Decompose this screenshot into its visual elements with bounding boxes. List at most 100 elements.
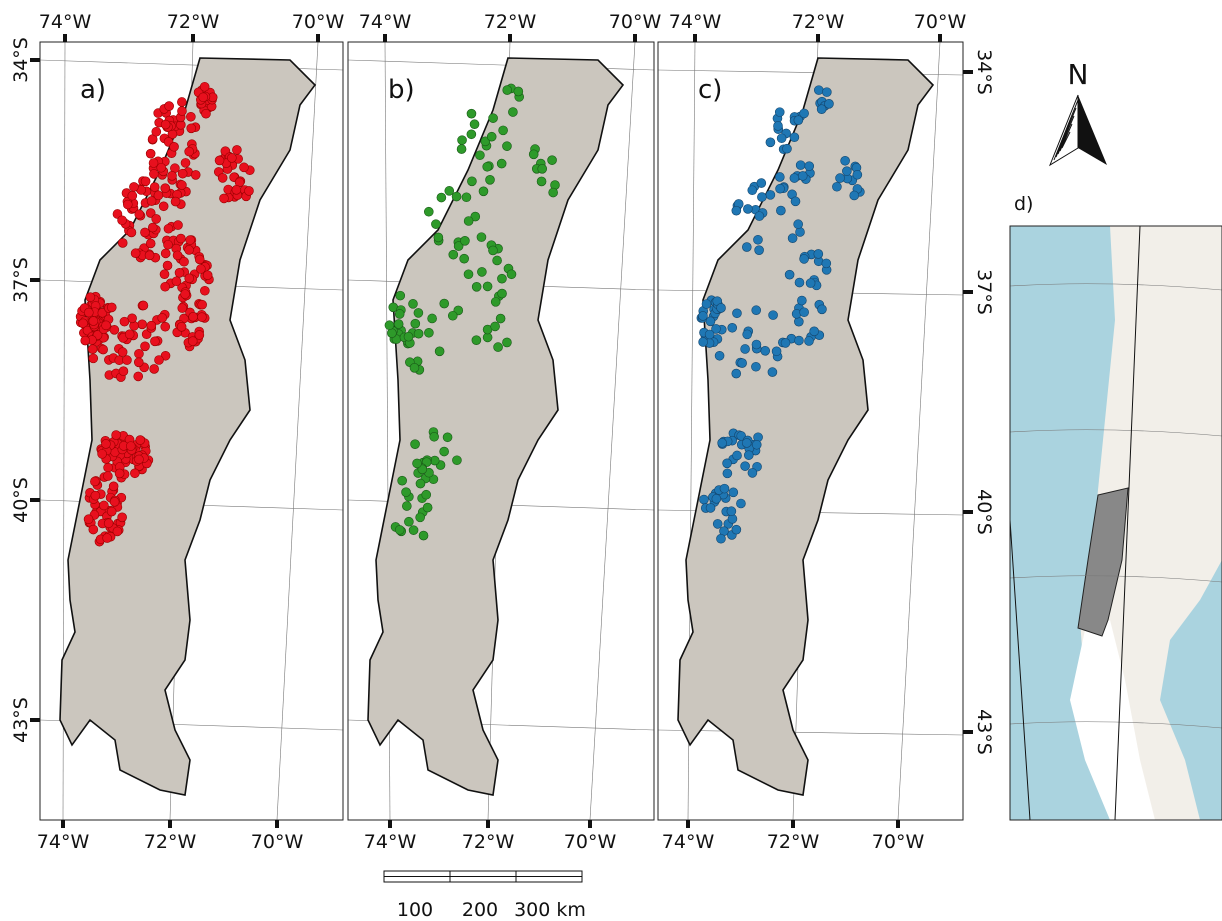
site: [411, 319, 420, 328]
site: [139, 301, 148, 310]
site: [853, 170, 862, 179]
site: [395, 309, 404, 318]
site: [84, 515, 93, 524]
site: [733, 451, 742, 460]
site: [219, 194, 228, 203]
site: [723, 459, 732, 468]
site: [514, 87, 523, 96]
site: [440, 447, 449, 456]
scale-label: 100: [397, 899, 433, 917]
site: [107, 507, 116, 516]
site: [836, 174, 845, 183]
site: [148, 223, 157, 232]
site: [159, 202, 168, 211]
site: [89, 525, 98, 534]
site: [738, 359, 747, 368]
site: [394, 320, 403, 329]
site: [537, 177, 546, 186]
site: [743, 330, 752, 339]
site: [741, 344, 750, 353]
site: [186, 236, 195, 245]
site: [146, 239, 155, 248]
site: [128, 191, 137, 200]
site: [177, 181, 186, 190]
site: [103, 534, 112, 543]
site: [761, 346, 770, 355]
site: [460, 236, 469, 245]
site: [748, 468, 757, 477]
site: [125, 330, 134, 339]
site: [161, 184, 170, 193]
site: [757, 193, 766, 202]
lon-label: 74°W: [662, 831, 715, 853]
site: [149, 169, 158, 178]
site: [413, 459, 422, 468]
site: [138, 320, 147, 329]
site: [497, 274, 506, 283]
site: [732, 369, 741, 378]
site: [817, 105, 826, 114]
site: [109, 482, 118, 491]
site: [101, 439, 110, 448]
site: [181, 158, 190, 167]
site: [135, 210, 144, 219]
site: [736, 499, 745, 508]
site: [491, 322, 500, 331]
site: [757, 179, 766, 188]
site: [173, 221, 182, 230]
scale-bar: 100 200 300 km: [384, 871, 586, 917]
lat-label: 40°S: [973, 489, 995, 535]
site: [98, 449, 107, 458]
site: [781, 338, 790, 347]
site: [728, 323, 737, 332]
site: [794, 220, 803, 229]
site: [115, 469, 124, 478]
site: [430, 432, 439, 441]
site: [146, 149, 155, 158]
site: [529, 150, 538, 159]
inset: d): [1010, 193, 1222, 820]
site: [200, 82, 209, 91]
site: [699, 338, 708, 347]
site: [508, 108, 517, 117]
site: [150, 337, 159, 346]
site: [123, 200, 132, 209]
site: [491, 297, 500, 306]
site: [118, 513, 127, 522]
site: [103, 472, 112, 481]
site: [113, 527, 122, 536]
site: [788, 234, 797, 243]
site: [732, 525, 741, 534]
site: [443, 433, 452, 442]
site: [232, 185, 241, 194]
site: [705, 330, 714, 339]
site: [487, 132, 496, 141]
site: [152, 214, 161, 223]
site: [741, 462, 750, 471]
site: [130, 469, 139, 478]
lat-label: 37°S: [973, 269, 995, 315]
site: [440, 299, 449, 308]
site: [449, 250, 458, 259]
panel-body: [348, 42, 654, 820]
site: [493, 256, 502, 265]
site: [408, 299, 417, 308]
site: [175, 268, 184, 277]
site: [782, 144, 791, 153]
site: [796, 161, 805, 170]
site: [723, 469, 732, 478]
site: [814, 249, 823, 258]
lon-label: 72°W: [792, 11, 845, 33]
site: [467, 109, 476, 118]
site: [118, 348, 127, 357]
north-label: N: [1068, 58, 1089, 91]
site: [164, 240, 173, 249]
site: [177, 322, 186, 331]
site: [185, 274, 194, 283]
site: [744, 451, 753, 460]
site: [107, 303, 116, 312]
site: [423, 503, 432, 512]
site: [177, 107, 186, 116]
site: [477, 267, 486, 276]
site: [149, 158, 158, 167]
